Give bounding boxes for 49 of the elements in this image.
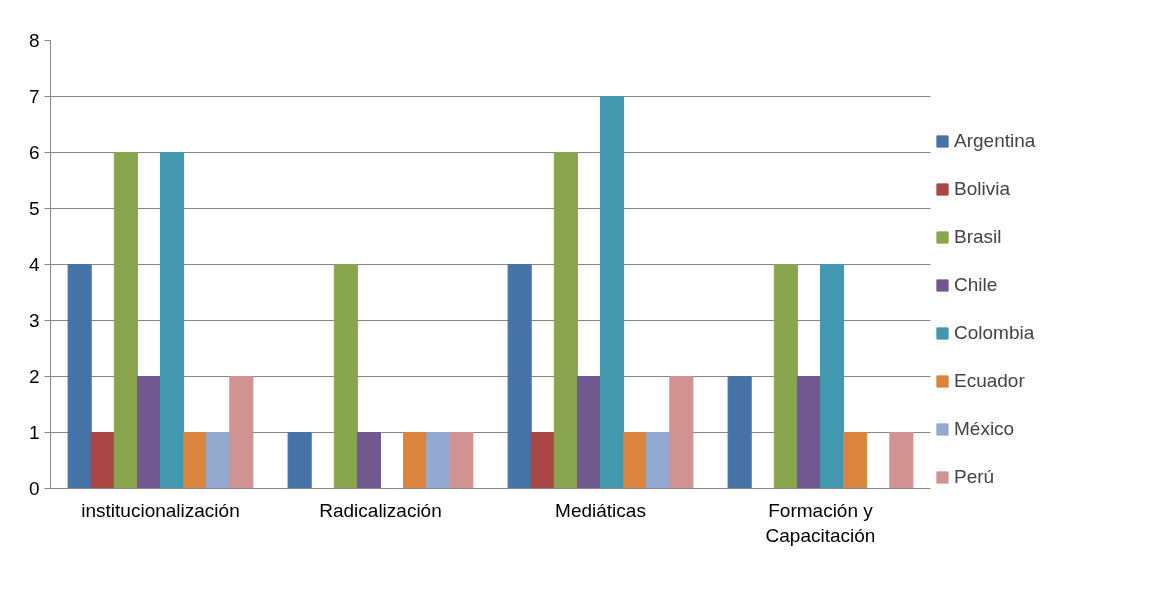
y-tick-label: 0 xyxy=(28,478,40,499)
bar xyxy=(426,432,451,489)
bar xyxy=(600,96,625,489)
legend-label: México xyxy=(954,418,1015,440)
y-tick-label: 8 xyxy=(28,30,40,51)
x-tick-label: Mediáticas xyxy=(555,499,646,521)
legend-label: Bolivia xyxy=(954,178,1010,200)
y-tick-label: 6 xyxy=(28,142,40,163)
bar xyxy=(646,432,671,489)
y-tick-label: 2 xyxy=(28,366,40,387)
bar xyxy=(356,432,381,489)
bar xyxy=(889,432,914,489)
bar xyxy=(403,432,428,489)
x-tick-label: Radicalización xyxy=(319,499,442,521)
bar xyxy=(90,432,115,489)
y-tick-label: 7 xyxy=(28,86,40,107)
legend-label: Ecuador xyxy=(954,370,1025,392)
bar xyxy=(773,264,798,489)
bar xyxy=(796,376,821,489)
bar xyxy=(229,376,254,489)
bar xyxy=(136,376,161,489)
legend-label: Perú xyxy=(954,466,995,488)
bar xyxy=(669,376,694,489)
bar xyxy=(183,432,208,489)
bar xyxy=(843,432,868,489)
y-tick-label: 5 xyxy=(28,198,40,219)
legend-label: Colombia xyxy=(954,322,1035,344)
bar xyxy=(727,376,752,489)
bar xyxy=(576,376,601,489)
y-tick-label: 1 xyxy=(28,422,40,443)
bar xyxy=(333,264,358,489)
x-tick-label: Formación y Capacitación xyxy=(765,499,876,546)
bar xyxy=(449,432,474,489)
legend-label: Chile xyxy=(954,274,998,296)
legend-label: Argentina xyxy=(954,130,1036,152)
bar xyxy=(507,264,532,489)
bar xyxy=(553,152,578,489)
bar xyxy=(287,432,312,489)
legend-label: Brasil xyxy=(954,226,1002,248)
y-tick-label: 4 xyxy=(28,254,40,275)
y-tick-label: 3 xyxy=(28,310,40,331)
bar xyxy=(623,432,648,489)
bar xyxy=(160,152,185,489)
bar xyxy=(206,432,231,489)
bar xyxy=(113,152,138,489)
bar xyxy=(820,264,845,489)
x-tick-label: institucionalización xyxy=(81,499,240,521)
bar xyxy=(67,264,92,489)
bar xyxy=(530,432,555,489)
